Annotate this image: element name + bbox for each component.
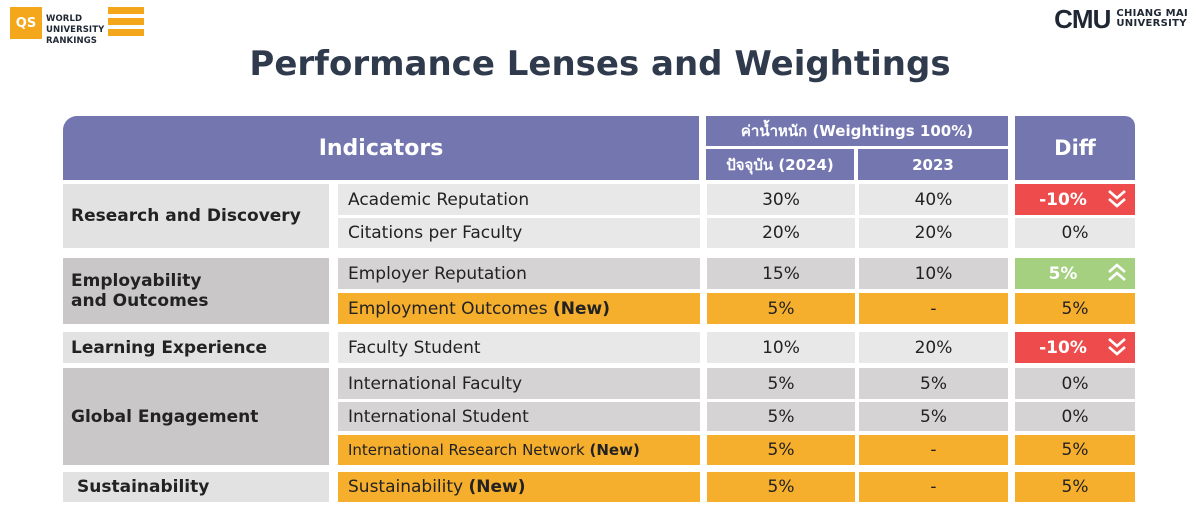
- current-employment-outcomes: 5%: [707, 293, 855, 324]
- current-international-research-network: 5%: [707, 435, 855, 465]
- indicator-academic-reputation: Academic Reputation: [338, 184, 700, 215]
- qs-logo-line-2: UNIVERSITY: [46, 25, 108, 35]
- diff-citations-per-faculty: 0%: [1015, 218, 1135, 248]
- category-employability: Employability and Outcomes: [63, 258, 329, 324]
- diff-value: 5%: [1048, 263, 1078, 284]
- qs-badge: QS: [10, 7, 42, 39]
- category-sustainability: Sustainability: [63, 472, 329, 502]
- page-title: Performance Lenses and Weightings: [249, 44, 951, 84]
- indicator-employment-outcomes: Employment Outcomes (New): [338, 293, 700, 324]
- indicator-sustainability: Sustainability (New): [338, 472, 700, 502]
- chevron-double-up-icon: [1108, 263, 1126, 281]
- cmu-mark: CMU: [1054, 4, 1111, 34]
- diff-employer-reputation: 5%: [1015, 258, 1135, 289]
- category-research-discovery: Research and Discovery: [63, 184, 329, 248]
- header-diff: Diff: [1015, 116, 1135, 180]
- current-faculty-student: 10%: [707, 332, 855, 363]
- current-academic-reputation: 30%: [707, 184, 855, 215]
- indicator-name: Employment Outcomes: [348, 298, 548, 319]
- diff-international-student: 0%: [1015, 402, 1135, 431]
- indicator-international-research-network: International Research Network (New): [338, 435, 700, 465]
- current-sustainability: 5%: [707, 472, 855, 502]
- indicator-name: Sustainability: [348, 477, 464, 497]
- previous-international-student: 5%: [859, 402, 1008, 431]
- indicator-faculty-student: Faculty Student: [338, 332, 700, 363]
- previous-employment-outcomes: -: [859, 293, 1008, 324]
- category-learning-experience: Learning Experience: [63, 332, 329, 363]
- diff-international-research-network: 5%: [1015, 435, 1135, 465]
- diff-sustainability: 5%: [1015, 472, 1135, 502]
- indicator-employer-reputation: Employer Reputation: [338, 258, 700, 289]
- diff-academic-reputation: -10%: [1015, 184, 1135, 215]
- cmu-logo: CMU CHIANG MAI UNIVERSITY: [1054, 6, 1188, 32]
- current-international-faculty: 5%: [707, 368, 855, 399]
- header-weightings: ค่าน้ำหนัก (Weightings 100%): [706, 116, 1008, 146]
- new-tag: (New): [468, 477, 526, 497]
- indicator-international-faculty: International Faculty: [338, 368, 700, 399]
- indicator-international-student: International Student: [338, 402, 700, 431]
- previous-employer-reputation: 10%: [859, 258, 1008, 289]
- cmu-name-line-2: UNIVERSITY: [1116, 18, 1187, 29]
- current-employer-reputation: 15%: [707, 258, 855, 289]
- previous-international-faculty: 5%: [859, 368, 1008, 399]
- qs-logo-line-1: WORLD: [46, 14, 86, 24]
- qs-logo-line-3: RANKINGS: [46, 36, 100, 46]
- diff-international-faculty: 0%: [1015, 368, 1135, 399]
- diff-value: -10%: [1039, 189, 1087, 210]
- current-citations-per-faculty: 20%: [707, 218, 855, 248]
- category-global-engagement: Global Engagement: [63, 368, 329, 465]
- chevron-double-down-icon: [1108, 190, 1126, 208]
- previous-sustainability: -: [859, 472, 1008, 502]
- previous-international-research-network: -: [859, 435, 1008, 465]
- indicator-citations-per-faculty: Citations per Faculty: [338, 218, 700, 248]
- previous-faculty-student: 20%: [859, 332, 1008, 363]
- chevron-double-down-icon: [1108, 338, 1126, 356]
- header-indicators: Indicators: [63, 116, 699, 180]
- new-tag: (New): [553, 298, 611, 319]
- diff-faculty-student: -10%: [1015, 332, 1135, 363]
- qs-rankings-logo: QS WORLD UNIVERSITY RANKINGS: [10, 6, 144, 46]
- cmu-name-line-1: CHIANG MAI: [1116, 8, 1188, 19]
- diff-employment-outcomes: 5%: [1015, 293, 1135, 324]
- header-previous-year: 2023: [858, 149, 1008, 180]
- previous-citations-per-faculty: 20%: [859, 218, 1008, 248]
- indicator-name: International Research Network: [348, 441, 585, 459]
- category-employability-line-2: and Outcomes: [71, 291, 209, 311]
- current-international-student: 5%: [707, 402, 855, 431]
- diff-value: -10%: [1039, 337, 1087, 358]
- new-tag: (New): [589, 441, 640, 459]
- header-current-year: ปัจจุบัน (2024): [706, 149, 854, 180]
- category-employability-line-1: Employability: [71, 271, 202, 291]
- previous-academic-reputation: 40%: [859, 184, 1008, 215]
